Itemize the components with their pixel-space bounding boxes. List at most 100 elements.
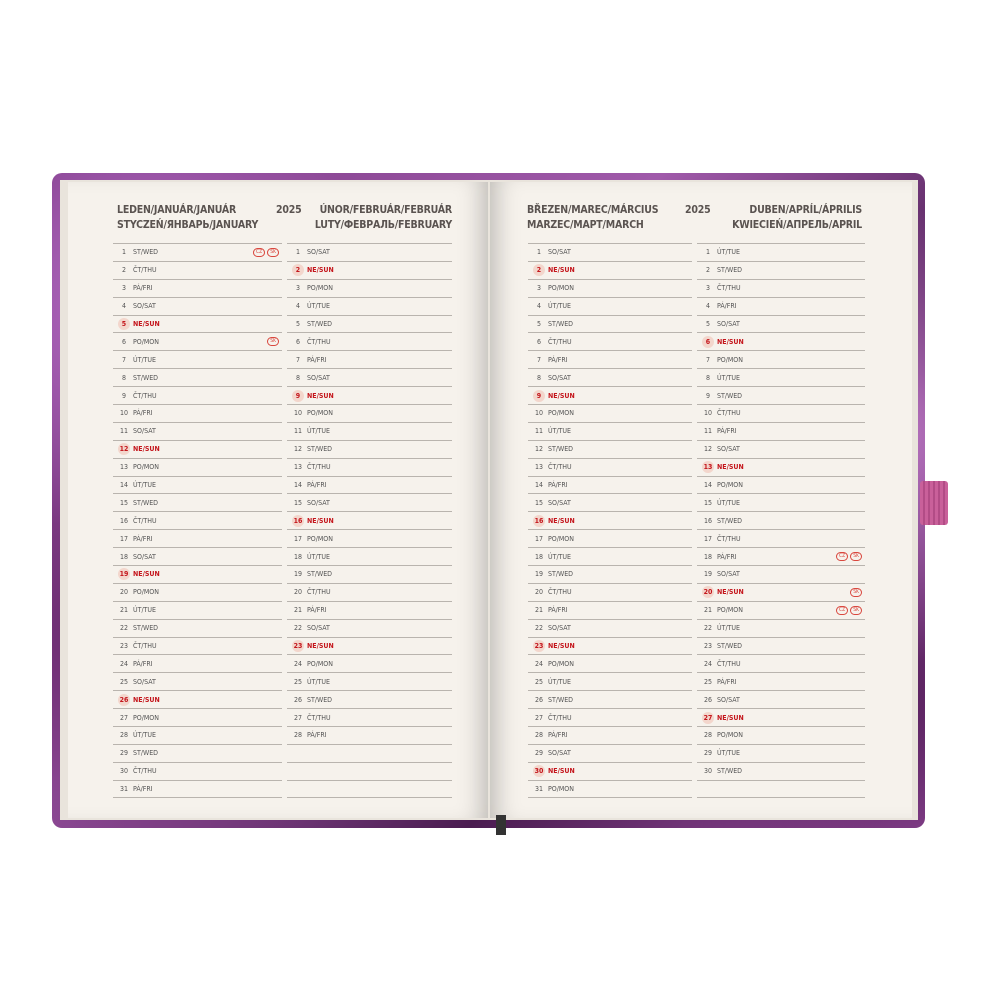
day-row[interactable]: 25 ÚT/TUE <box>528 672 692 690</box>
day-row[interactable]: 31 PO/MON <box>528 779 692 798</box>
day-row[interactable]: 18 PÁ/FRI CZ SK <box>697 547 865 565</box>
day-row[interactable]: 26 NE/SUN <box>113 690 282 708</box>
day-row[interactable]: 7 ÚT/TUE <box>113 350 282 368</box>
day-row[interactable]: 2 NE/SUN <box>528 260 692 279</box>
day-row[interactable]: 18 SO/SAT <box>113 547 282 565</box>
day-row[interactable]: 4 ÚT/TUE <box>287 296 452 315</box>
day-row[interactable]: 9 ST/WED <box>697 386 865 404</box>
day-row[interactable]: 22 SO/SAT <box>528 618 692 637</box>
day-row[interactable]: 2 ST/WED <box>697 260 865 279</box>
day-row[interactable]: 28 PO/MON <box>697 726 865 744</box>
day-row[interactable]: 6 ČT/THU <box>287 332 452 350</box>
day-row[interactable]: 28 PÁ/FRI <box>287 726 452 744</box>
day-row[interactable]: 21 PO/MON CZ SK <box>697 600 865 619</box>
day-row[interactable]: 23 ST/WED <box>697 636 865 655</box>
day-row[interactable]: 21 PÁ/FRI <box>287 600 452 619</box>
day-row[interactable]: 30 ČT/THU <box>113 761 282 780</box>
day-row[interactable]: 20 ČT/THU <box>287 582 452 601</box>
day-row[interactable]: 5 SO/SAT <box>697 314 865 333</box>
day-row[interactable]: 19 ST/WED <box>528 565 692 583</box>
day-row[interactable]: 14 PÁ/FRI <box>287 475 452 494</box>
day-row[interactable]: 23 ČT/THU <box>113 636 282 655</box>
day-row[interactable]: 8 SO/SAT <box>287 368 452 386</box>
day-row[interactable]: 29 ST/WED <box>113 743 282 762</box>
day-row[interactable]: 27 NE/SUN <box>697 708 865 726</box>
day-row[interactable]: 6 NE/SUN <box>697 332 865 350</box>
day-row[interactable]: 31 PÁ/FRI <box>113 779 282 798</box>
day-row[interactable]: 8 SO/SAT <box>528 368 692 386</box>
day-row[interactable]: 26 ST/WED <box>287 690 452 708</box>
day-row[interactable]: 19 NE/SUN <box>113 565 282 583</box>
day-row[interactable]: 3 PO/MON <box>528 278 692 297</box>
day-row[interactable]: 10 PO/MON <box>528 404 692 422</box>
day-row[interactable]: 16 ČT/THU <box>113 511 282 529</box>
day-row[interactable]: 26 SO/SAT <box>697 690 865 708</box>
day-row[interactable]: 30 ST/WED <box>697 761 865 780</box>
day-row[interactable]: 15 SO/SAT <box>287 493 452 511</box>
day-row[interactable]: 23 NE/SUN <box>287 636 452 655</box>
day-row[interactable]: 5 ST/WED <box>528 314 692 333</box>
day-row[interactable]: 12 NE/SUN <box>113 439 282 458</box>
day-row[interactable]: 19 ST/WED <box>287 565 452 583</box>
day-row[interactable] <box>287 779 452 798</box>
day-row[interactable]: 15 ST/WED <box>113 493 282 511</box>
day-row[interactable]: 17 ČT/THU <box>697 529 865 547</box>
day-row[interactable] <box>697 779 865 798</box>
day-row[interactable]: 25 ÚT/TUE <box>287 672 452 690</box>
day-row[interactable]: 24 ČT/THU <box>697 654 865 672</box>
day-row[interactable]: 30 NE/SUN <box>528 761 692 780</box>
day-row[interactable]: 4 PÁ/FRI <box>697 296 865 315</box>
day-row[interactable]: 20 NE/SUN SK <box>697 582 865 601</box>
day-row[interactable]: 11 SO/SAT <box>113 421 282 440</box>
day-row[interactable]: 13 NE/SUN <box>697 457 865 476</box>
day-row[interactable]: 29 ÚT/TUE <box>697 743 865 762</box>
day-row[interactable]: 29 SO/SAT <box>528 743 692 762</box>
day-row[interactable]: 28 PÁ/FRI <box>528 726 692 744</box>
day-row[interactable]: 1 ÚT/TUE <box>697 243 865 261</box>
day-row[interactable]: 20 ČT/THU <box>528 582 692 601</box>
day-row[interactable]: 10 ČT/THU <box>697 404 865 422</box>
day-row[interactable]: 16 NE/SUN <box>528 511 692 529</box>
day-row[interactable]: 20 PO/MON <box>113 582 282 601</box>
day-row[interactable]: 14 ÚT/TUE <box>113 475 282 494</box>
day-row[interactable]: 5 ST/WED <box>287 314 452 333</box>
day-row[interactable]: 28 ÚT/TUE <box>113 726 282 744</box>
day-row[interactable]: 2 NE/SUN <box>287 260 452 279</box>
day-row[interactable]: 4 SO/SAT <box>113 296 282 315</box>
day-row[interactable]: 6 PO/MON SK <box>113 332 282 350</box>
day-row[interactable]: 22 SO/SAT <box>287 618 452 637</box>
day-row[interactable]: 16 NE/SUN <box>287 511 452 529</box>
day-row[interactable]: 10 PO/MON <box>287 404 452 422</box>
day-row[interactable]: 1 ST/WED CZ SK <box>113 243 282 261</box>
day-row[interactable]: 27 ČT/THU <box>528 708 692 726</box>
day-row[interactable]: 10 PÁ/FRI <box>113 404 282 422</box>
day-row[interactable]: 7 PÁ/FRI <box>528 350 692 368</box>
day-row[interactable] <box>287 761 452 780</box>
day-row[interactable]: 18 ÚT/TUE <box>528 547 692 565</box>
day-row[interactable]: 11 ÚT/TUE <box>287 421 452 440</box>
day-row[interactable]: 2 ČT/THU <box>113 260 282 279</box>
day-row[interactable]: 27 PO/MON <box>113 708 282 726</box>
day-row[interactable]: 5 NE/SUN <box>113 314 282 333</box>
day-row[interactable]: 3 PÁ/FRI <box>113 278 282 297</box>
day-row[interactable]: 17 PO/MON <box>528 529 692 547</box>
day-row[interactable]: 13 ČT/THU <box>287 457 452 476</box>
day-row[interactable]: 15 ÚT/TUE <box>697 493 865 511</box>
day-row[interactable]: 13 ČT/THU <box>528 457 692 476</box>
day-row[interactable]: 24 PO/MON <box>287 654 452 672</box>
day-row[interactable]: 6 ČT/THU <box>528 332 692 350</box>
bookmark-ribbon[interactable] <box>496 815 506 835</box>
day-row[interactable]: 3 ČT/THU <box>697 278 865 297</box>
day-row[interactable]: 24 PÁ/FRI <box>113 654 282 672</box>
day-row[interactable]: 13 PO/MON <box>113 457 282 476</box>
day-row[interactable]: 11 ÚT/TUE <box>528 421 692 440</box>
day-row[interactable]: 8 ST/WED <box>113 368 282 386</box>
day-row[interactable]: 21 PÁ/FRI <box>528 600 692 619</box>
day-row[interactable] <box>287 743 452 762</box>
day-row[interactable]: 1 SO/SAT <box>528 243 692 261</box>
day-row[interactable]: 12 ST/WED <box>287 439 452 458</box>
day-row[interactable]: 12 ST/WED <box>528 439 692 458</box>
day-row[interactable]: 9 ČT/THU <box>113 386 282 404</box>
day-row[interactable]: 9 NE/SUN <box>287 386 452 404</box>
day-row[interactable]: 14 PO/MON <box>697 475 865 494</box>
